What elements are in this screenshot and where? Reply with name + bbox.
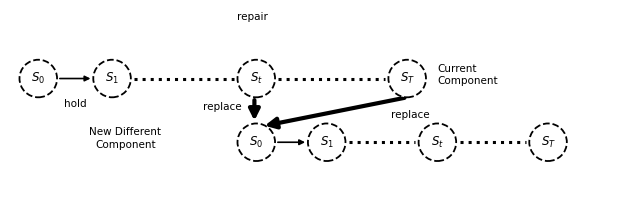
Text: repair: repair — [237, 11, 268, 21]
Text: hold: hold — [64, 99, 86, 109]
Text: New Different
Component: New Different Component — [90, 127, 161, 151]
Text: $S_{1}$: $S_{1}$ — [320, 135, 333, 150]
Text: $S_{T}$: $S_{T}$ — [400, 71, 415, 86]
Circle shape — [308, 123, 346, 161]
Text: $S_{t}$: $S_{t}$ — [250, 71, 263, 86]
Text: replace: replace — [391, 110, 430, 120]
Circle shape — [419, 123, 456, 161]
Circle shape — [19, 60, 57, 97]
Text: $S_{0}$: $S_{0}$ — [249, 135, 263, 150]
Circle shape — [237, 60, 275, 97]
Circle shape — [388, 60, 426, 97]
Circle shape — [93, 60, 131, 97]
Text: $S_{T}$: $S_{T}$ — [541, 135, 556, 150]
Circle shape — [529, 123, 567, 161]
Text: Current
Component: Current Component — [437, 64, 498, 86]
Text: $S_{t}$: $S_{t}$ — [431, 135, 444, 150]
Circle shape — [237, 123, 275, 161]
Text: $S_{1}$: $S_{1}$ — [105, 71, 119, 86]
Text: replace: replace — [204, 102, 242, 112]
Text: $S_{0}$: $S_{0}$ — [31, 71, 45, 86]
